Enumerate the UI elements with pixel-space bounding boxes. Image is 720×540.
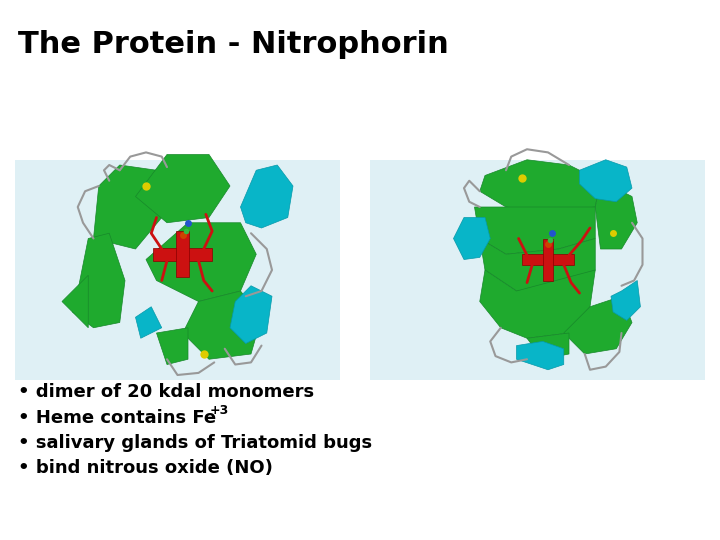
Text: • bind nitrous oxide (NO): • bind nitrous oxide (NO) — [18, 459, 273, 477]
Polygon shape — [146, 222, 256, 301]
Polygon shape — [595, 181, 637, 249]
Text: The Protein - Nitrophorin: The Protein - Nitrophorin — [18, 30, 449, 59]
Polygon shape — [176, 231, 189, 278]
Polygon shape — [454, 218, 490, 260]
Polygon shape — [480, 270, 595, 338]
Polygon shape — [230, 286, 272, 343]
Text: • dimer of 20 kdal monomers: • dimer of 20 kdal monomers — [18, 383, 314, 401]
Polygon shape — [94, 165, 162, 249]
Polygon shape — [543, 239, 553, 280]
Polygon shape — [522, 254, 575, 265]
Polygon shape — [135, 154, 230, 222]
Polygon shape — [62, 275, 89, 328]
Polygon shape — [611, 280, 640, 320]
Polygon shape — [153, 248, 212, 261]
Bar — [370, 160, 705, 380]
Text: • salivary glands of Triatomid bugs: • salivary glands of Triatomid bugs — [18, 434, 372, 452]
Polygon shape — [156, 328, 188, 364]
Polygon shape — [135, 307, 162, 338]
Polygon shape — [480, 239, 595, 291]
Polygon shape — [474, 207, 595, 254]
Polygon shape — [516, 341, 564, 370]
Text: +3: +3 — [210, 404, 229, 417]
Text: • Heme contains Fe: • Heme contains Fe — [18, 409, 216, 427]
Polygon shape — [73, 233, 125, 328]
Polygon shape — [527, 333, 569, 359]
Polygon shape — [183, 291, 261, 359]
Polygon shape — [580, 160, 632, 202]
Bar — [15, 160, 340, 380]
Polygon shape — [240, 165, 293, 228]
Polygon shape — [480, 160, 600, 212]
Polygon shape — [564, 296, 632, 354]
